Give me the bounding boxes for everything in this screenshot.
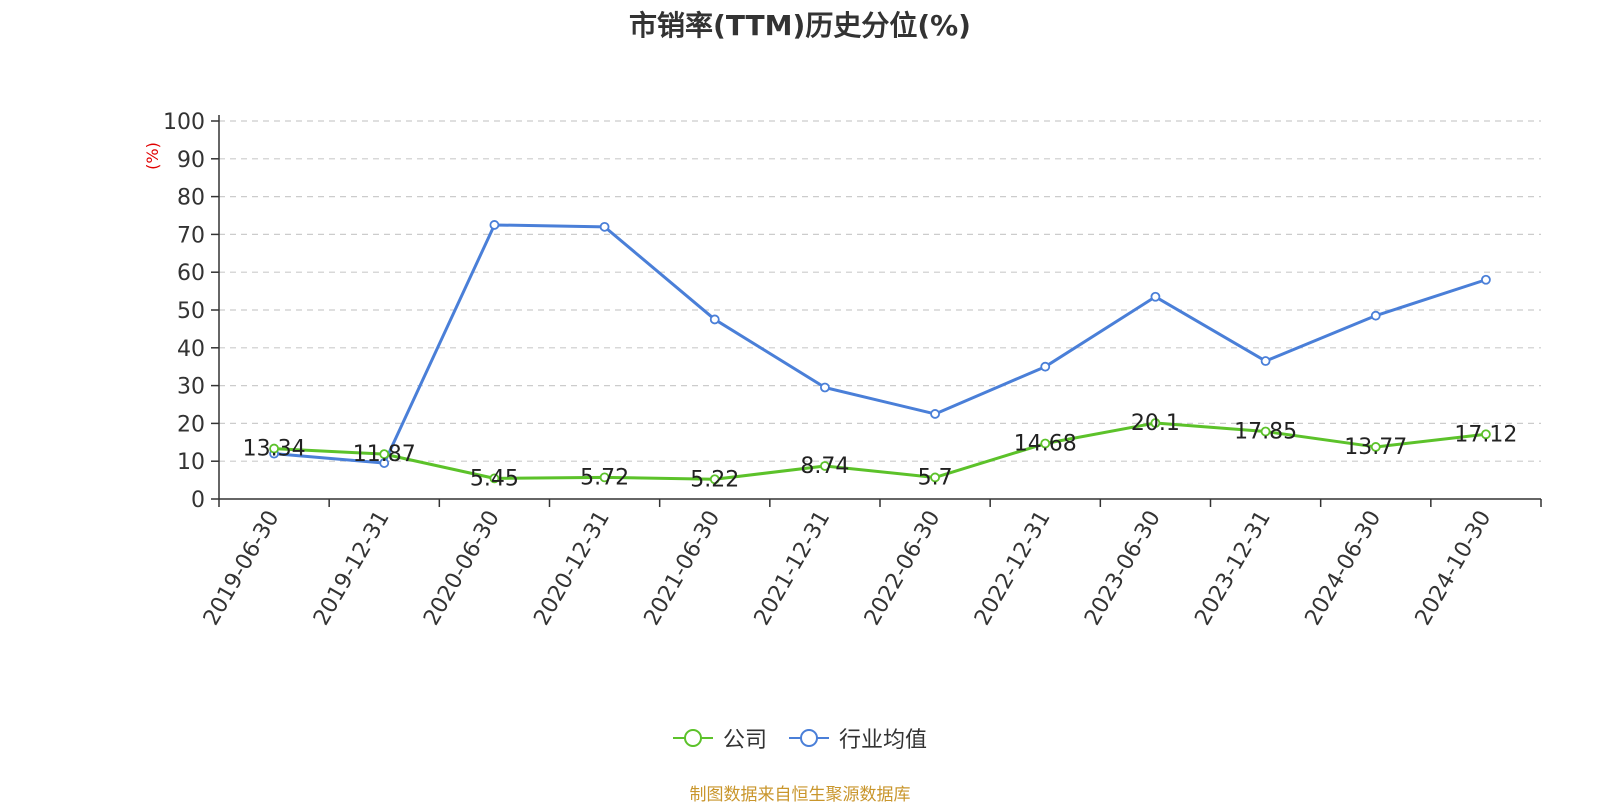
chart-title: 市销率(TTM)历史分位(%) (629, 9, 971, 42)
data-point-industry (379, 458, 390, 468)
y-tick-label: 50 (177, 299, 205, 324)
x-tick-label: 2020-06-30 (419, 506, 505, 629)
x-tick-label: 2024-06-30 (1301, 507, 1387, 630)
x-tick-label: 2022-12-31 (970, 507, 1056, 630)
x-tick-label: 2023-06-30 (1080, 507, 1166, 630)
data-point-company (1260, 426, 1271, 437)
data-point-company (489, 473, 500, 484)
x-tick-label: 2021-06-30 (640, 507, 726, 630)
x-tick-label: 2022-06-30 (860, 506, 946, 629)
series-layer (269, 220, 1491, 485)
data-label: 20.1 (1131, 411, 1180, 436)
data-point-company (820, 461, 830, 471)
x-tick-label: 2021-12-31 (750, 507, 836, 630)
data-point-industry (709, 314, 720, 325)
y-tick-label: 10 (177, 450, 205, 475)
data-point-company (1481, 429, 1491, 440)
data-point-company (379, 449, 390, 460)
data-point-company (269, 443, 279, 454)
data-point-company (1370, 442, 1381, 452)
data-point-company (930, 472, 940, 483)
series-line-industry (273, 223, 1487, 465)
x-tick-label: 2024-10-30 (1411, 507, 1497, 630)
data-point-company (709, 474, 720, 485)
legend: 公司 行业均值 (0, 722, 1600, 754)
data-point-industry (599, 221, 610, 232)
x-tick-label: 2020-12-31 (529, 507, 615, 630)
data-label: 5.22 (690, 467, 739, 492)
grid-lines (219, 120, 1541, 462)
y-tick-label: 20 (177, 412, 205, 437)
x-tick-label: 2019-06-30 (199, 507, 285, 630)
data-label: 17.12 (1454, 422, 1517, 447)
legend-label-industry: 行业均值 (839, 728, 928, 753)
data-point-industry (930, 409, 940, 419)
data-label: 13.77 (1344, 435, 1407, 460)
data-point-industry (1481, 274, 1491, 285)
source-note: 制图数据来自恒生聚源数据库 (689, 785, 911, 805)
data-label: 5.45 (470, 466, 519, 491)
x-tick-label: 2019-12-31 (309, 507, 395, 630)
data-label: 14.68 (1014, 432, 1077, 457)
legend-item-industry[interactable]: 行业均值 (789, 722, 927, 754)
axes: 0 10 20 30 40 50 60 70 80 90 100 2019-06-30 2019-12-… (163, 110, 1542, 630)
data-point-industry (1260, 356, 1271, 366)
y-tick-label: 100 (163, 110, 205, 135)
data-point-company (1040, 438, 1051, 449)
y-tick-label: 0 (191, 488, 205, 513)
legend-item-company[interactable]: 公司 (672, 722, 767, 754)
data-label: 17.85 (1234, 420, 1297, 445)
legend-marker-industry (789, 729, 829, 747)
legend-marker-company (672, 729, 713, 747)
data-point-industry (1150, 291, 1161, 302)
data-label: 5.72 (580, 465, 629, 490)
y-axis-label: (%) (143, 142, 162, 170)
data-label: 8.74 (800, 454, 849, 479)
legend-label-company: 公司 (722, 728, 767, 753)
data-label: 11.87 (353, 442, 416, 467)
y-tick-label: 80 (177, 186, 205, 211)
data-point-industry (1040, 361, 1051, 372)
data-point-industry (489, 220, 500, 230)
y-tick-label: 90 (177, 148, 205, 173)
y-tick-label: 40 (177, 337, 205, 362)
data-point-industry (820, 382, 830, 393)
data-point-company (599, 472, 610, 483)
x-tick-label: 2023-12-31 (1190, 507, 1276, 630)
series-line-company (274, 421, 1487, 481)
data-point-industry (1370, 310, 1381, 321)
data-point-company (1150, 418, 1161, 428)
y-tick-label: 60 (177, 261, 205, 286)
data-label: 13.34 (243, 437, 306, 462)
data-labels: 13.34 11.87 5.45 5.72 5.22 8.74 5.7 14.68 20.1 17… (243, 411, 1518, 492)
y-tick-label: 30 (177, 375, 205, 400)
data-label: 5.7 (918, 465, 953, 490)
y-tick-label: 70 (177, 223, 205, 248)
